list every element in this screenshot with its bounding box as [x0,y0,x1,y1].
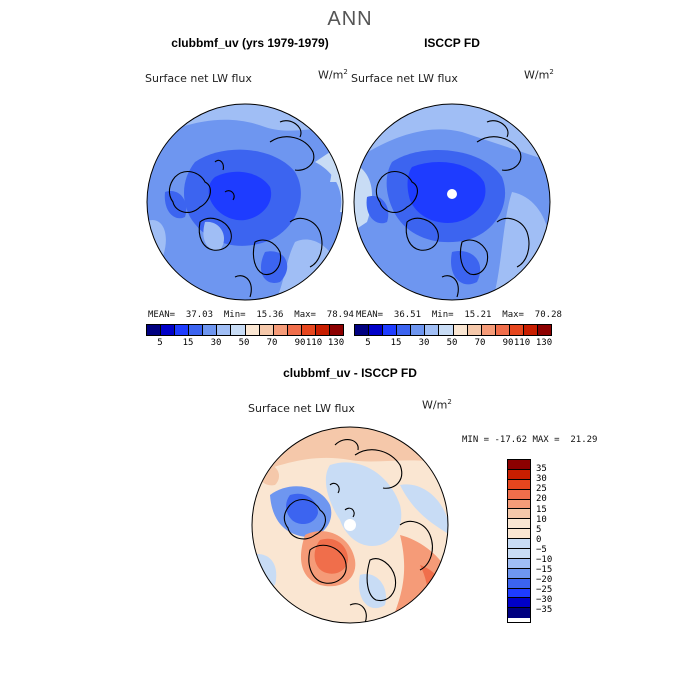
colorbar-swatch [508,519,530,530]
colorbar-swatch [508,558,530,569]
colorbar-label: −25 [536,585,553,595]
diff-units-label: W/m2 [422,398,452,412]
obs-units-label: W/m2 [524,68,554,82]
colorbar-swatch [508,598,530,609]
colorbar-swatch [538,325,552,335]
colorbar-swatch [397,325,412,335]
model-colorbar-labels: 5 15 30 50 70 90 110 130 [146,338,345,350]
colorbar-swatch [508,549,530,559]
colorbar-swatch [467,325,482,335]
colorbar-swatch [508,499,530,510]
colorbar-swatch [508,509,530,520]
colorbar-label: −30 [536,595,553,605]
colorbar-label: 130 [327,338,345,348]
colorbar-label: 35 [536,464,547,474]
colorbar-label: −10 [536,555,553,565]
obs-colorbar [354,324,552,336]
colorbar-label: −35 [536,605,553,615]
colorbar-swatch [315,325,331,335]
colorbar-label: 15 [536,505,547,515]
colorbar-swatch [369,325,384,335]
colorbar-swatch [425,325,440,335]
model-stats: MEAN= 37.03 Min= 15.36 Max= 78.94 [148,310,354,320]
colorbar-swatch [508,568,530,579]
colorbar-label: 15 [182,338,194,348]
colorbar-label: 70 [266,338,278,348]
colorbar-label: 5 [157,338,163,348]
colorbar-swatch [189,325,204,335]
colorbar-label: 5 [536,525,542,535]
obs-colorbar-labels: 5 15 30 50 70 90 110 130 [354,338,553,350]
colorbar-swatch [508,608,530,619]
obs-variable-label: Surface net LW flux [351,72,458,85]
colorbar-swatch [508,539,530,550]
colorbar-label: −15 [536,565,553,575]
colorbar-swatch [509,325,524,335]
colorbar-swatch [161,325,176,335]
obs-polar-map [353,103,551,301]
colorbar-swatch [508,578,530,589]
colorbar-label: 30 [536,474,547,484]
colorbar-swatch [217,325,232,335]
colorbar-swatch [273,325,288,335]
diff-polar-map [251,426,449,624]
colorbar-label: −5 [536,545,547,555]
colorbar-label: 20 [536,494,547,504]
colorbar-swatch [508,479,530,490]
polar-gap-marker [447,189,457,199]
diff-variable-label: Surface net LW flux [248,402,355,415]
colorbar-swatch [495,325,510,335]
colorbar-label: 50 [238,338,250,348]
colorbar-label: −20 [536,575,553,585]
colorbar-swatch [259,325,274,335]
obs-stats: MEAN= 36.51 Min= 15.21 Max= 70.28 [356,310,562,320]
colorbar-swatch [508,588,530,599]
colorbar-swatch [330,325,344,335]
obs-panel-title: ISCCP FD [424,36,480,50]
diff-stats: MIN = -17.62 MAX = 21.29 [462,435,598,445]
diff-colorbar [507,459,531,623]
model-panel-title: clubbmf_uv (yrs 1979-1979) [171,36,329,50]
colorbar-label: 50 [446,338,458,348]
colorbar-swatch [411,325,426,335]
model-colorbar [146,324,344,336]
colorbar-label: 110 [305,338,323,348]
colorbar-label: 30 [418,338,430,348]
colorbar-swatch [508,469,530,480]
colorbar-swatch [175,325,190,335]
colorbar-swatch [231,325,246,335]
colorbar-swatch [245,325,260,335]
colorbar-label: 15 [390,338,402,348]
colorbar-swatch [523,325,539,335]
colorbar-swatch [287,325,302,335]
colorbar-swatch [355,325,370,335]
colorbar-swatch [301,325,316,335]
figure-title: ANN [327,8,373,30]
diff-panel-title: clubbmf_uv - ISCCP FD [283,366,417,380]
colorbar-label: 30 [210,338,222,348]
colorbar-swatch [508,489,530,500]
colorbar-label: 0 [536,535,542,545]
colorbar-label: 5 [365,338,371,348]
colorbar-label: 130 [535,338,553,348]
colorbar-label: 90 [294,338,306,348]
colorbar-label: 10 [536,515,547,525]
colorbar-swatch [453,325,468,335]
polar-gap-marker [344,519,356,531]
model-polar-map [146,103,344,301]
diff-colorbar-labels: 35 30 25 20 15 10 5 0 −5 −10 −15 −20 −25… [536,459,576,621]
colorbar-swatch [508,460,530,470]
colorbar-label: 25 [536,484,547,494]
model-variable-label: Surface net LW flux [145,72,252,85]
colorbar-label: 110 [513,338,531,348]
colorbar-label: 70 [474,338,486,348]
model-units-label: W/m2 [318,68,348,82]
colorbar-label: 90 [502,338,514,348]
colorbar-swatch [147,325,162,335]
colorbar-swatch [481,325,496,335]
colorbar-swatch [508,529,530,540]
colorbar-swatch [203,325,218,335]
colorbar-swatch [383,325,398,335]
colorbar-swatch [439,325,454,335]
